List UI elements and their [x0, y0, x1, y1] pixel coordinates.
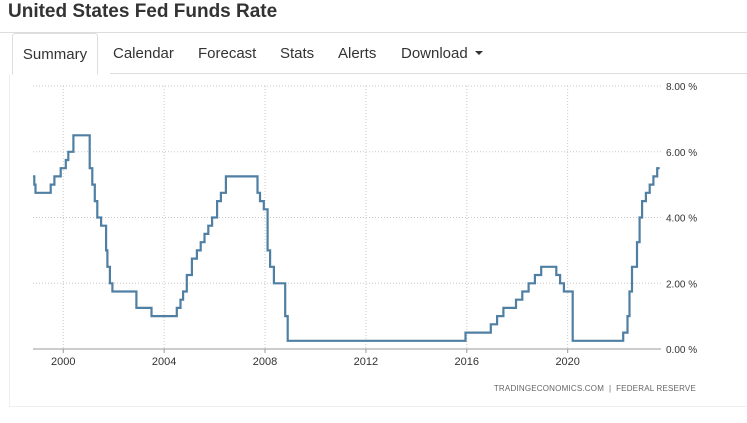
title-divider: [0, 32, 747, 33]
credit-separator: |: [608, 384, 612, 393]
x-tick-label: 2016: [455, 356, 479, 368]
y-tick-label: 6.00 %: [666, 148, 697, 159]
tab-download[interactable]: Download: [401, 33, 483, 74]
caret-down-icon: [474, 51, 483, 56]
y-tick-label: 0.00 %: [666, 345, 697, 356]
tab-alerts[interactable]: Alerts: [338, 45, 377, 62]
tab-stats[interactable]: Stats: [280, 45, 315, 62]
y-tick-label: 2.00 %: [666, 279, 697, 290]
x-tick-label: 2008: [253, 356, 277, 368]
x-tick-label: 2004: [152, 356, 176, 368]
line-chart: 0.00 % 2.00 % 4.00 % 6.00 % 8.00 % 2000 2004 20…: [33, 82, 697, 368]
chart-panel: [9, 74, 746, 407]
tab-forecast[interactable]: Forecast: [198, 45, 257, 62]
page-title: United States Fed Funds Rate: [8, 1, 278, 22]
x-tick-label: 2020: [555, 356, 579, 368]
x-tick-label: 2000: [51, 356, 75, 368]
tab-bar-divider: [110, 73, 747, 74]
chart-credit: TRADINGECONOMICS.COM | FEDERAL RESERVE: [0, 384, 696, 393]
tab-summary[interactable]: Summary: [12, 33, 98, 75]
credit-site: TRADINGECONOMICS.COM: [493, 384, 605, 393]
series-line: [33, 134, 660, 342]
tab-download-label: Download: [401, 45, 468, 62]
credit-org: FEDERAL RESERVE: [616, 384, 696, 393]
tab-bar: Summary Calendar Forecast Stats Alerts D…: [12, 33, 747, 75]
y-tick-label: 8.00 %: [666, 82, 697, 93]
tab-calendar[interactable]: Calendar: [113, 45, 174, 62]
y-tick-label: 4.00 %: [666, 214, 697, 225]
x-tick-label: 2012: [354, 356, 378, 368]
